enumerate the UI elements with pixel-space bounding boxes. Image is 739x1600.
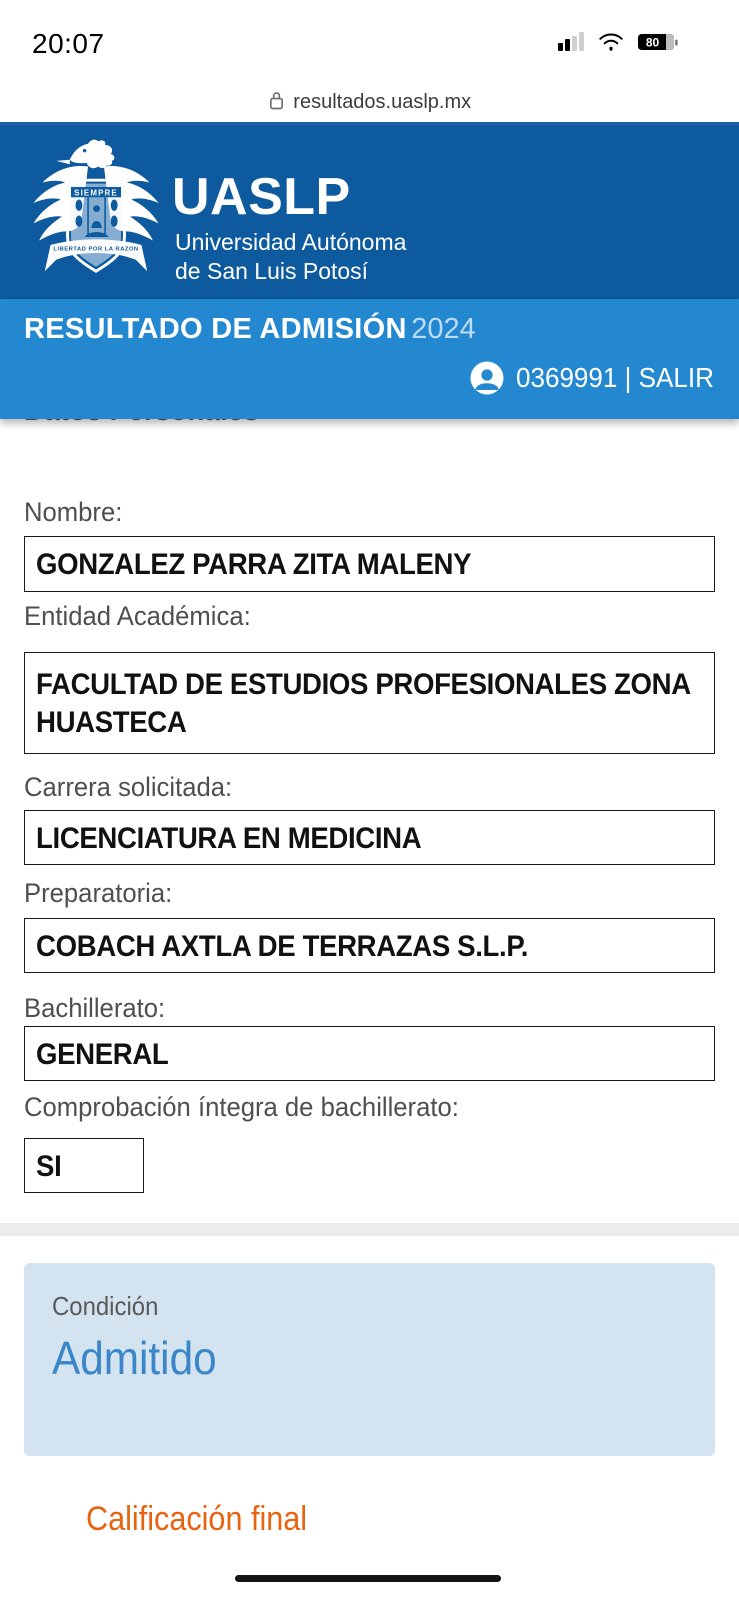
svg-text:80: 80 [646, 36, 660, 50]
svg-text:SIEMPRE: SIEMPRE [74, 189, 118, 198]
svg-text:LIBERTAD POR LA RAZON: LIBERTAD POR LA RAZON [53, 247, 138, 253]
